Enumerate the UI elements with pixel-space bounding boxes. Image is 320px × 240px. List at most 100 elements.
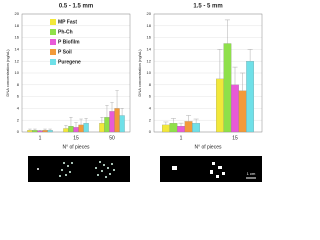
y-tick-label: 6	[149, 94, 152, 99]
y-tick-label: 0	[17, 129, 20, 134]
legend-label: Puregene	[58, 59, 81, 65]
y-tick-label: 4	[149, 105, 152, 110]
y-tick-label: 18	[147, 23, 152, 28]
bar	[73, 127, 79, 133]
error-bar	[193, 118, 199, 124]
legend-label: P Biofilm	[58, 39, 80, 45]
piece	[172, 166, 177, 170]
error-bar	[232, 66, 238, 85]
y-axis-label: DNA concentration (ng/uL)	[5, 49, 10, 97]
panel-title: 1.5 - 5 mm	[193, 4, 222, 10]
y-tick-label: 14	[147, 46, 152, 51]
pieces	[59, 161, 115, 178]
y-tick-label: 16	[147, 35, 152, 40]
error-bar	[64, 125, 68, 129]
bar	[184, 121, 193, 133]
bar	[109, 111, 115, 133]
bar	[63, 128, 69, 133]
y-tick-label: 12	[147, 58, 152, 63]
y-tick-label: 8	[17, 82, 20, 87]
error-bar	[74, 122, 78, 128]
y-tick-label: 20	[147, 11, 152, 16]
error-bar	[28, 128, 32, 131]
x-tick-label: 15	[73, 135, 79, 141]
error-bar	[163, 121, 169, 125]
error-bar	[186, 115, 192, 122]
image-strip: 1 cm	[28, 156, 262, 182]
plot-frame	[153, 13, 263, 133]
legend-swatch	[50, 39, 56, 45]
y-axis-label: DNA concentration (ng/uL)	[137, 49, 142, 97]
y-tick-label: 18	[15, 23, 20, 28]
piece	[37, 168, 39, 170]
x-tick-label: 1	[180, 135, 183, 141]
bar	[27, 130, 33, 133]
photo	[28, 156, 130, 182]
error-bar	[79, 118, 83, 125]
error-bar	[247, 49, 253, 62]
bar	[246, 61, 254, 133]
error-bar	[178, 122, 184, 127]
legend-swatch	[50, 49, 56, 55]
x-tick-label: 15	[232, 135, 238, 141]
bar	[78, 124, 84, 133]
y-tick-label: 8	[149, 82, 152, 87]
bar	[42, 130, 48, 133]
y-tick-label: 10	[15, 70, 20, 75]
bar	[162, 124, 170, 133]
bar	[104, 117, 110, 133]
bar	[83, 123, 89, 133]
bar	[37, 130, 43, 133]
legend-label: P Soil	[58, 49, 72, 55]
x-tick-label: 50	[109, 135, 115, 141]
error-bar	[240, 72, 246, 91]
y-tick-label: 12	[15, 58, 20, 63]
error-bar	[38, 130, 42, 131]
bar	[216, 78, 224, 133]
y-tick-label: 6	[17, 94, 20, 99]
error-bar	[110, 102, 114, 112]
error-bar	[48, 128, 52, 131]
y-tick-label: 10	[147, 70, 152, 75]
error-bar	[217, 49, 223, 79]
bar	[177, 125, 185, 133]
bar	[192, 123, 200, 133]
x-axis-label: N° of pieces	[194, 144, 222, 150]
y-tick-label: 2	[17, 117, 20, 122]
error-bar	[224, 19, 230, 44]
bar	[231, 84, 239, 133]
error-bar	[84, 118, 88, 124]
y-tick-label: 16	[15, 35, 20, 40]
bar	[114, 108, 120, 133]
panel-title: 0.5 - 1.5 mm	[59, 4, 93, 10]
error-bar	[100, 117, 104, 124]
bar	[223, 43, 232, 133]
bar	[99, 123, 105, 133]
pieces	[210, 162, 225, 178]
legend-label: Ph-Ch	[58, 29, 73, 35]
error-bar	[120, 108, 124, 116]
bar	[47, 130, 53, 133]
y-tick-label: 2	[149, 117, 152, 122]
y-tick-label: 0	[149, 129, 152, 134]
bar	[32, 130, 38, 133]
error-bar	[43, 128, 47, 131]
x-axis-label: N° of pieces	[62, 144, 90, 150]
y-tick-label: 20	[15, 11, 20, 16]
error-bar	[33, 128, 37, 131]
y-tick-label: 14	[15, 46, 20, 51]
y-tick-label: 4	[17, 105, 20, 110]
scale-label: 1 cm	[247, 171, 256, 176]
legend-label: MP Fast	[58, 19, 77, 25]
x-tick-label: 1	[39, 135, 42, 141]
legend-swatch	[50, 59, 56, 65]
bar	[238, 90, 247, 133]
bar	[119, 115, 125, 133]
bar	[68, 125, 74, 133]
legend-swatch	[50, 19, 56, 25]
error-bar	[170, 118, 176, 124]
legend-swatch	[50, 29, 56, 35]
error-bar	[115, 90, 119, 109]
error-bar	[69, 117, 73, 127]
error-bar	[105, 105, 109, 118]
